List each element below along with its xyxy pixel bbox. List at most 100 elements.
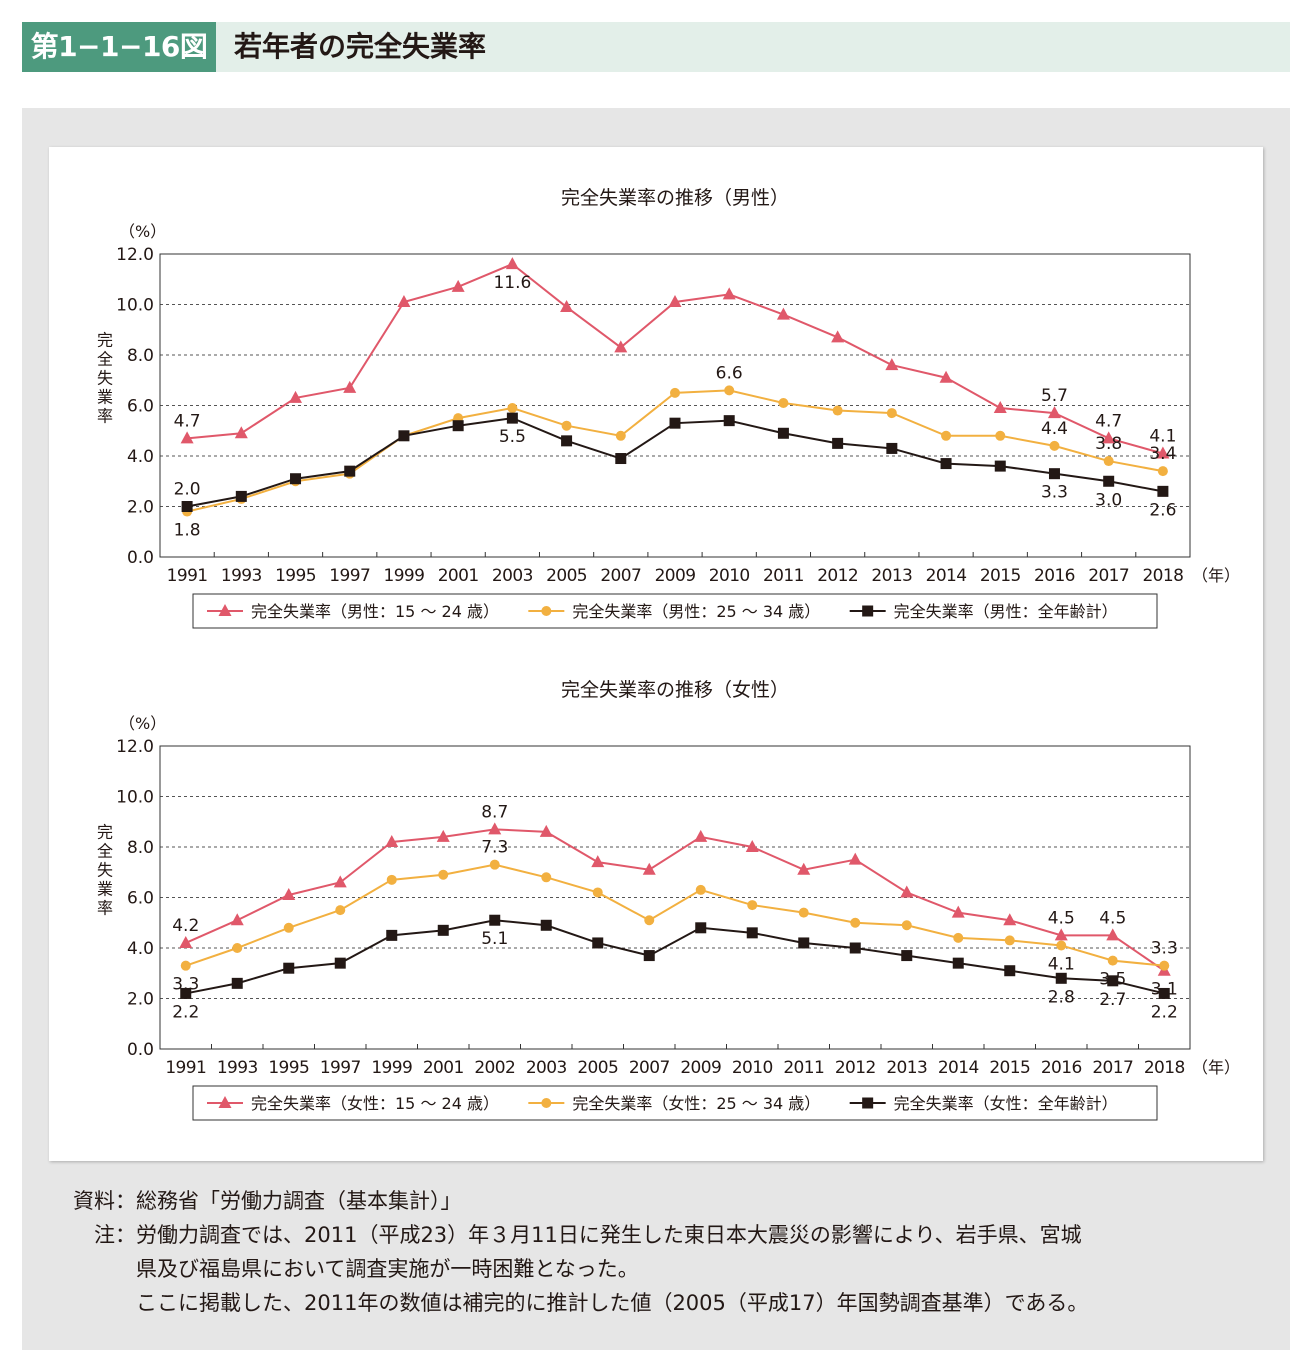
male-series-1-point	[615, 430, 626, 441]
female-legend: 完全失業率（女性：15 ～ 24 歳） 完全失業率（女性：25 ～ 34 歳） 完全…	[192, 1085, 1158, 1121]
male-data-label: 2.0	[174, 480, 201, 500]
female-series-1-point	[489, 859, 500, 870]
female-series-0-point	[900, 885, 914, 898]
female-series-2-point	[695, 922, 707, 934]
source-text: 総務省「労働力調査（基本集計）」	[136, 1189, 462, 1213]
male-legend-box	[192, 593, 1158, 629]
male-series-0-point	[776, 307, 790, 320]
male-series-0-point	[451, 279, 465, 292]
female-series-2-point	[643, 950, 655, 962]
female-series-1-point	[541, 872, 552, 883]
female-series-0-point	[642, 862, 656, 875]
female-series-1-point	[438, 869, 449, 880]
female-series-1-point	[747, 900, 758, 911]
male-series-1-point	[724, 385, 735, 396]
male-xtick-label: 2012	[817, 566, 858, 586]
chart-female: 完全失業率の推移（女性） （%） 完全失業率 0.0 2.0 4.0 6.0 8.0 10.0 1…	[97, 679, 1240, 1121]
male-series-0-point	[993, 401, 1007, 414]
female-series-2-point	[231, 977, 243, 989]
male-series-0-point	[343, 380, 357, 393]
female-data-label: 3.3	[1151, 939, 1178, 959]
female-series-1-point	[386, 874, 397, 885]
male-ytick-label: 6.0	[127, 397, 154, 417]
female-legend-label: 完全失業率（女性：25 ～ 34 歳）	[572, 1094, 820, 1113]
male-xtick-label: 2001	[438, 566, 479, 586]
male-data-label: 3.0	[1095, 490, 1122, 510]
male-series-2-point	[886, 442, 898, 454]
male-series-0-point	[885, 358, 899, 371]
male-data-label: 1.8	[174, 521, 201, 541]
male-xtick-label: 1995	[275, 566, 316, 586]
female-series-1-point	[592, 887, 603, 898]
female-ytick-label: 8.0	[127, 838, 154, 858]
male-series-1-point	[941, 430, 952, 441]
note-row-2: 県及び福島県において調査実施が一時困難となった。	[56, 1252, 1286, 1286]
male-legend-swatch-marker	[541, 606, 552, 616]
figure-title: 若年者の完全失業率	[234, 30, 487, 63]
female-data-label: 2.2	[172, 1002, 199, 1022]
male-ytick-label: 2.0	[127, 498, 154, 518]
female-series-2-point	[540, 919, 552, 931]
male-legend-label: 完全失業率（男性：15 ～ 24 歳）	[251, 602, 499, 621]
male-xtick-label: 1999	[384, 566, 425, 586]
source-key: 資料：	[73, 1189, 136, 1213]
female-data-label: 8.7	[481, 802, 508, 822]
male-legend-label: 完全失業率（男性：25 ～ 34 歳）	[572, 602, 820, 621]
female-xtick-label: 2002	[474, 1058, 515, 1078]
male-series-1-point	[832, 405, 843, 416]
male-xtick-label: 1991	[167, 566, 208, 586]
male-xtick-label: 2007	[600, 566, 641, 586]
notes: 資料：総務省「労働力調査（基本集計）」 注：労働力調査では、2011（平成23）…	[56, 1184, 1286, 1320]
female-xtick-label: 2005	[577, 1058, 618, 1078]
female-series-0-point	[333, 875, 347, 888]
female-series-2-point	[1004, 965, 1016, 977]
female-series-1-point	[1056, 940, 1067, 951]
male-series-0-point	[289, 390, 303, 403]
female-xtick-label: 1997	[320, 1058, 361, 1078]
female-ytick-label: 0.0	[127, 1040, 154, 1060]
source-row: 資料：総務省「労働力調査（基本集計）」	[56, 1184, 1286, 1218]
female-series-1-point	[335, 905, 346, 916]
male-series-2-point	[832, 437, 844, 449]
male-data-label: 3.3	[1041, 483, 1068, 503]
female-xtick-label: 2012	[835, 1058, 876, 1078]
male-series-1-point	[561, 420, 572, 431]
female-series-2-point	[283, 962, 295, 974]
male-series-0-point	[939, 370, 953, 383]
male-data-label: 6.6	[716, 363, 743, 383]
male-series-1-point	[778, 397, 789, 408]
note-line-3: ここに掲載した、2011年の数値は補完的に推計した値（2005（平成17）年国勢…	[136, 1291, 1089, 1315]
female-series-1-point	[953, 932, 964, 943]
male-series-0-point	[1047, 406, 1061, 419]
male-data-label: 3.8	[1095, 434, 1122, 454]
male-xtick-label: 2014	[926, 566, 967, 586]
male-series-2-point	[290, 473, 302, 485]
male-series-0	[180, 257, 1170, 459]
male-series-0-point	[668, 294, 682, 307]
female-data-label: 7.3	[481, 838, 508, 858]
female-series-2-point	[386, 929, 398, 941]
male-data-label: 5.5	[499, 427, 526, 447]
female-series-0-point	[230, 913, 244, 926]
male-series-2	[181, 412, 1169, 512]
figure-header: 第1−1−16図 若年者の完全失業率	[22, 22, 1290, 72]
male-ylabel: 完全失業率	[97, 331, 113, 426]
male-series-2-point	[1103, 475, 1115, 487]
female-xtick-label: 2001	[423, 1058, 464, 1078]
female-series-1-point	[180, 960, 191, 971]
female-xtick-label: 2011	[783, 1058, 824, 1078]
female-data-label: 2.7	[1099, 990, 1126, 1010]
female-series-1-point	[644, 915, 655, 926]
female-series-0-point	[951, 905, 965, 918]
female-series-0-point	[797, 862, 811, 875]
male-ytick-label: 10.0	[116, 296, 154, 316]
female-series-2-point	[180, 987, 192, 999]
male-unit-label: （%）	[119, 222, 166, 241]
female-series-1-point	[1004, 935, 1015, 946]
female-ytick-label: 4.0	[127, 939, 154, 959]
male-series-1-point	[886, 408, 897, 419]
female-series-0-point	[282, 887, 296, 900]
male-series-1-line	[186, 389, 1164, 513]
female-xtick-label: 2010	[732, 1058, 773, 1078]
male-legend-label: 完全失業率（男性：全年齢計）	[894, 602, 1118, 621]
